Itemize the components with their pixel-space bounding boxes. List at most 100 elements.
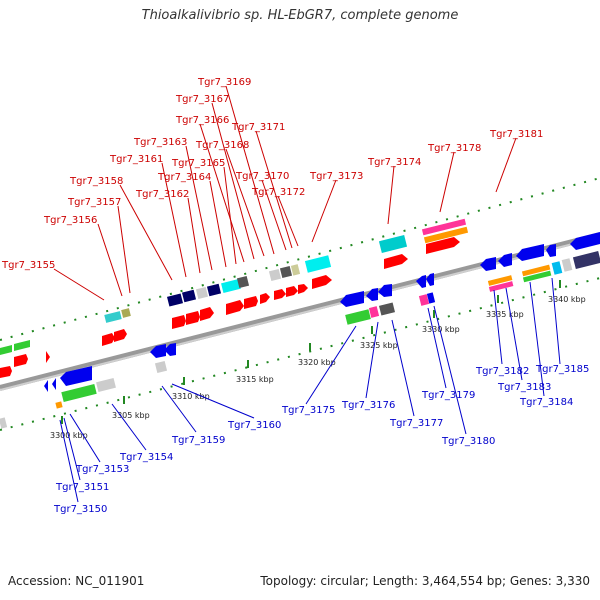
gene-feature-top bbox=[121, 308, 131, 318]
gene-feature-bottom bbox=[498, 253, 512, 267]
gene-feature-bottom bbox=[0, 417, 8, 429]
gene-label[interactable]: Tgr7_3166 bbox=[175, 115, 229, 126]
map-title: Thioalkalivibrio sp. HL-EbGR7, complete … bbox=[141, 8, 459, 23]
gene-label[interactable]: Tgr7_3157 bbox=[67, 197, 121, 208]
leader-line bbox=[111, 403, 147, 451]
gene-feature-bottom bbox=[570, 232, 600, 250]
leader-line bbox=[493, 289, 503, 365]
gene-feature-bottom bbox=[52, 378, 56, 390]
leader-line bbox=[211, 102, 255, 260]
gene-feature-bottom bbox=[368, 306, 380, 318]
gene-label[interactable]: Tgr7_3164 bbox=[157, 172, 211, 183]
gene-feature-bottom bbox=[516, 244, 544, 261]
leader-line bbox=[117, 205, 131, 294]
gene-label[interactable]: Tgr7_3159 bbox=[171, 435, 225, 446]
gene-label[interactable]: Tgr7_3184 bbox=[519, 397, 573, 408]
gene-label[interactable]: Tgr7_3170 bbox=[235, 171, 289, 182]
leader-line bbox=[187, 197, 201, 274]
gene-feature-top bbox=[221, 278, 241, 294]
gene-label[interactable]: Tgr7_3156 bbox=[43, 215, 97, 226]
gene-feature-bottom bbox=[418, 294, 430, 306]
leader-line bbox=[427, 307, 447, 389]
gene-label[interactable]: Tgr7_3151 bbox=[55, 482, 109, 493]
gene-label[interactable]: Tgr7_3176 bbox=[341, 400, 395, 411]
scale-tick-label: 3310 kbp bbox=[172, 392, 210, 401]
gene-feature-bottom bbox=[150, 344, 166, 358]
gene-label[interactable]: Tgr7_3173 bbox=[309, 171, 363, 182]
leader-line bbox=[433, 305, 467, 435]
gene-feature-top bbox=[236, 275, 250, 289]
gene-feature-bottom bbox=[521, 264, 551, 277]
gene-feature-top bbox=[384, 254, 408, 269]
gene-label[interactable]: Tgr7_3171 bbox=[231, 122, 285, 133]
leader-line bbox=[255, 130, 293, 249]
gene-label[interactable]: Tgr7_3178 bbox=[427, 143, 481, 154]
gene-label[interactable]: Tgr7_3181 bbox=[489, 129, 543, 140]
gene-label[interactable]: Tgr7_3150 bbox=[53, 504, 107, 515]
leader-line bbox=[69, 413, 101, 463]
scale-tick-label: 3305 kbp bbox=[112, 411, 150, 420]
gene-feature-top bbox=[421, 218, 467, 236]
gene-label[interactable]: Tgr7_3185 bbox=[535, 364, 589, 375]
gene-feature-top bbox=[312, 275, 332, 289]
leader-line bbox=[391, 319, 415, 417]
genome-summary: Topology: circular; Length: 3,464,554 bp… bbox=[260, 574, 590, 588]
leader-line bbox=[225, 148, 265, 257]
gene-feature-top bbox=[279, 265, 293, 279]
gene-label[interactable]: Tgr7_3177 bbox=[389, 418, 443, 429]
leader-line bbox=[185, 145, 213, 271]
leader-line bbox=[529, 281, 545, 397]
gene-label[interactable]: Tgr7_3179 bbox=[421, 390, 475, 401]
leader-line bbox=[199, 123, 245, 263]
gene-feature-bottom bbox=[60, 366, 92, 386]
gene-feature-bottom bbox=[416, 275, 426, 288]
leader-line bbox=[387, 165, 395, 225]
gene-feature-top bbox=[200, 307, 214, 321]
leader-line bbox=[97, 223, 123, 297]
gene-feature-bottom bbox=[44, 380, 48, 392]
gene-label[interactable]: Tgr7_3162 bbox=[135, 189, 189, 200]
gene-label[interactable]: Tgr7_3169 bbox=[197, 77, 251, 88]
gene-label[interactable]: Tgr7_3163 bbox=[133, 137, 187, 148]
gene-label[interactable]: Tgr7_3167 bbox=[175, 94, 229, 105]
gene-label[interactable]: Tgr7_3165 bbox=[171, 158, 225, 169]
gene-feature-bottom bbox=[551, 261, 563, 275]
gene-feature-top bbox=[298, 284, 308, 294]
label-leaders bbox=[53, 85, 561, 503]
gene-feature-top bbox=[274, 289, 286, 300]
gene-feature-top bbox=[260, 293, 270, 304]
gene-feature-top bbox=[186, 311, 200, 325]
leader-line bbox=[119, 184, 173, 281]
gene-feature-top bbox=[104, 311, 122, 323]
gene-label[interactable]: Tgr7_3154 bbox=[119, 452, 173, 463]
bottom-outer-track bbox=[0, 277, 600, 431]
gene-label[interactable]: Tgr7_3172 bbox=[251, 187, 305, 198]
gene-feature-bottom bbox=[55, 401, 63, 409]
leader-line bbox=[439, 151, 455, 213]
leader-line bbox=[495, 137, 517, 193]
gene-label[interactable]: Tgr7_3153 bbox=[75, 464, 129, 475]
gene-feature-top bbox=[304, 255, 332, 273]
leader-line bbox=[223, 166, 237, 265]
scale-tick-label: 3330 kbp bbox=[422, 325, 460, 334]
gene-label[interactable]: Tgr7_3155 bbox=[1, 260, 55, 271]
gene-feature-top bbox=[0, 345, 12, 355]
leader-line bbox=[277, 195, 299, 247]
gene-label[interactable]: Tgr7_3161 bbox=[109, 154, 163, 165]
gene-label[interactable]: Tgr7_3180 bbox=[441, 436, 495, 447]
leader-line bbox=[505, 287, 523, 381]
leader-line bbox=[551, 277, 561, 365]
gene-feature-bottom bbox=[96, 377, 116, 393]
gene-feature-top bbox=[378, 235, 408, 253]
gene-label[interactable]: Tgr7_3175 bbox=[281, 405, 335, 416]
gene-label[interactable]: Tgr7_3182 bbox=[475, 366, 529, 377]
gene-feature-top bbox=[268, 268, 282, 282]
gene-label[interactable]: Tgr7_3160 bbox=[227, 420, 281, 431]
gene-label[interactable]: Tgr7_3174 bbox=[367, 157, 421, 168]
gene-label[interactable]: Tgr7_3183 bbox=[497, 382, 551, 393]
gene-label[interactable]: Tgr7_3158 bbox=[69, 176, 123, 187]
gene-feature-top bbox=[14, 354, 28, 367]
gene-label[interactable]: Tgr7_3168 bbox=[195, 140, 249, 151]
gene-feature-top bbox=[166, 293, 184, 307]
